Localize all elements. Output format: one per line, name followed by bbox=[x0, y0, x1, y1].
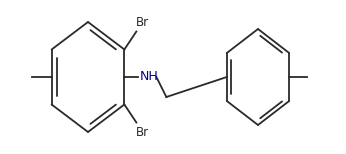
Text: Br: Br bbox=[136, 126, 149, 138]
Text: Br: Br bbox=[136, 16, 149, 28]
Text: NH: NH bbox=[139, 71, 158, 83]
